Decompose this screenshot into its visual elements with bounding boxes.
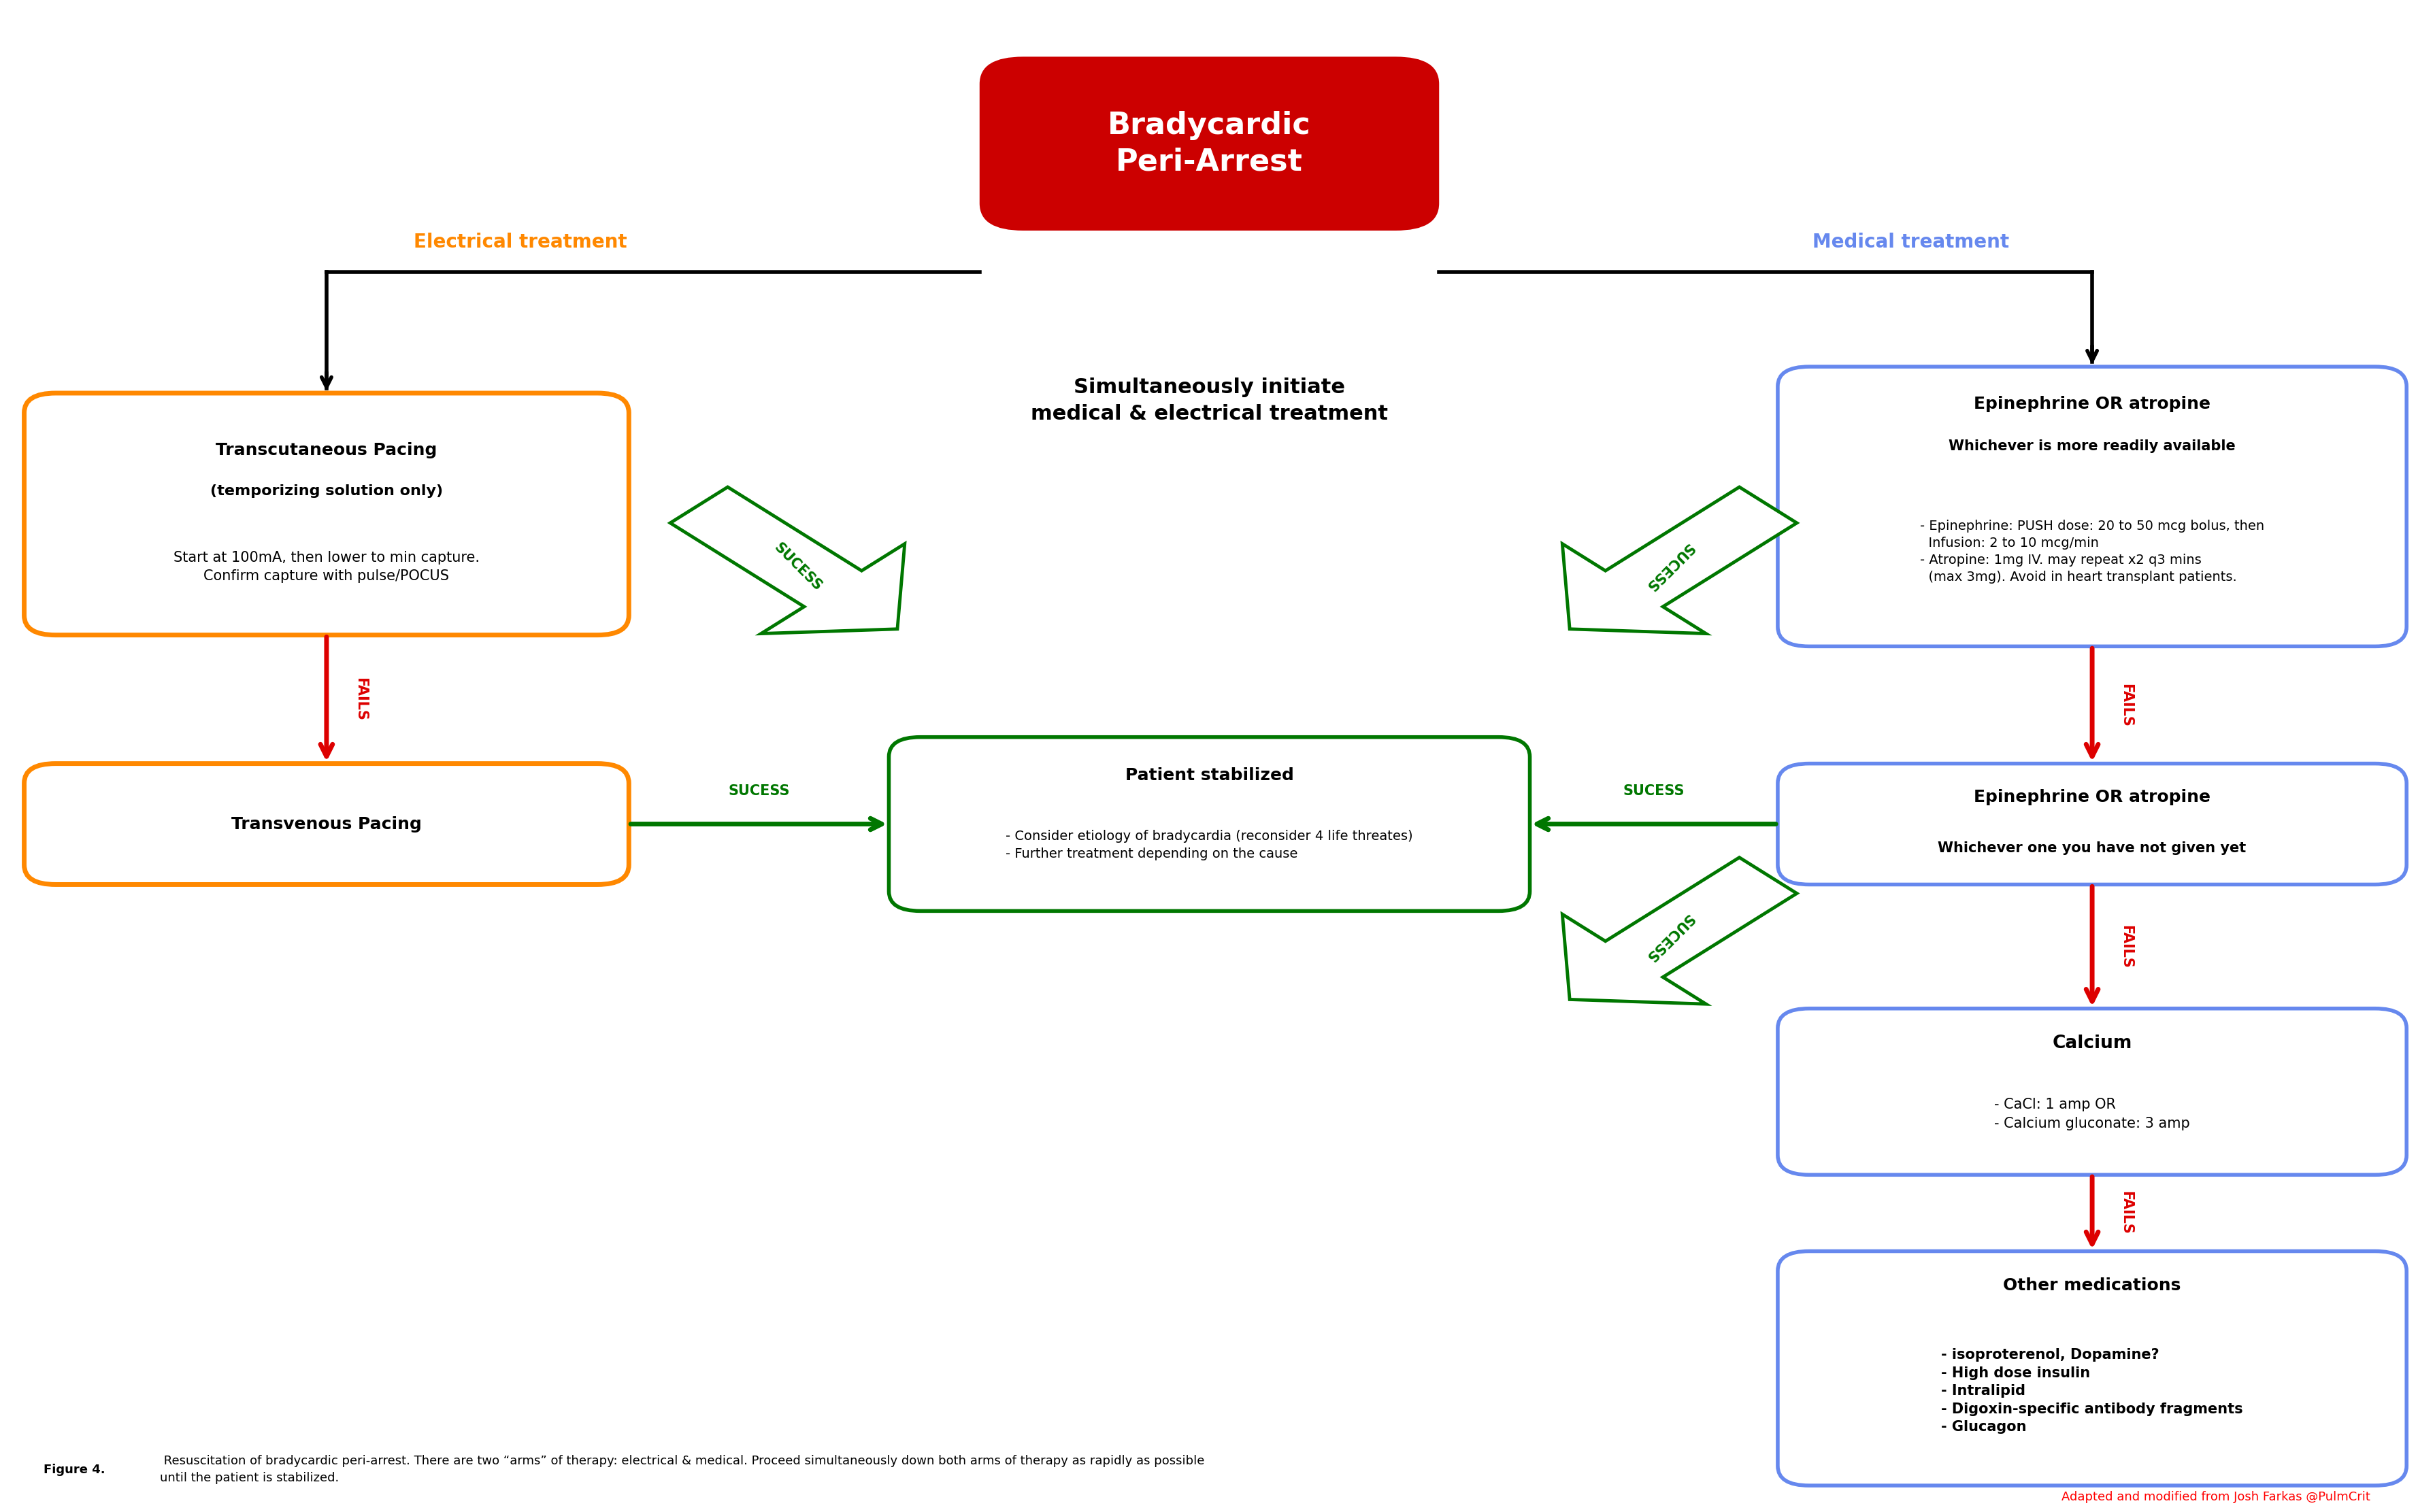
Text: Transvenous Pacing: Transvenous Pacing bbox=[232, 816, 421, 832]
Text: Other medications: Other medications bbox=[2002, 1278, 2181, 1293]
Text: SUCESS: SUCESS bbox=[1622, 785, 1683, 797]
FancyBboxPatch shape bbox=[24, 764, 629, 885]
Text: Electrical treatment: Electrical treatment bbox=[413, 233, 626, 251]
Text: - Consider etiology of bradycardia (reconsider 4 life threates)
- Further treatm: - Consider etiology of bradycardia (reco… bbox=[1006, 830, 1412, 860]
Polygon shape bbox=[1562, 487, 1797, 634]
Text: SUCESS: SUCESS bbox=[728, 785, 788, 797]
Text: Adapted and modified from Josh Farkas @PulmCrit: Adapted and modified from Josh Farkas @P… bbox=[2060, 1491, 2370, 1503]
Text: SUCESS: SUCESS bbox=[1642, 910, 1695, 965]
Text: FAILS: FAILS bbox=[2118, 683, 2133, 727]
Text: Whichever is more readily available: Whichever is more readily available bbox=[1949, 440, 2234, 452]
Text: Whichever one you have not given yet: Whichever one you have not given yet bbox=[1937, 842, 2246, 854]
Text: (temporizing solution only): (temporizing solution only) bbox=[210, 485, 442, 497]
Text: Patient stabilized: Patient stabilized bbox=[1124, 768, 1294, 783]
Polygon shape bbox=[670, 487, 904, 634]
Text: Start at 100mA, then lower to min capture.
Confirm capture with pulse/POCUS: Start at 100mA, then lower to min captur… bbox=[174, 552, 479, 582]
Text: SUCESS: SUCESS bbox=[771, 540, 825, 594]
FancyBboxPatch shape bbox=[979, 56, 1439, 230]
FancyBboxPatch shape bbox=[1777, 366, 2406, 647]
FancyBboxPatch shape bbox=[890, 736, 1531, 910]
Text: FAILS: FAILS bbox=[2118, 925, 2133, 968]
Text: FAILS: FAILS bbox=[2118, 1191, 2133, 1235]
Text: Calcium: Calcium bbox=[2050, 1034, 2133, 1052]
Text: Figure 4.: Figure 4. bbox=[44, 1464, 104, 1476]
Text: Epinephrine OR atropine: Epinephrine OR atropine bbox=[1973, 396, 2210, 411]
Text: Transcutaneous Pacing: Transcutaneous Pacing bbox=[215, 443, 438, 458]
Text: Medical treatment: Medical treatment bbox=[1811, 233, 2009, 251]
Text: Bradycardic
Peri-Arrest: Bradycardic Peri-Arrest bbox=[1107, 110, 1311, 177]
Text: - CaCl: 1 amp OR
- Calcium gluconate: 3 amp: - CaCl: 1 amp OR - Calcium gluconate: 3 … bbox=[1995, 1098, 2188, 1131]
FancyBboxPatch shape bbox=[1777, 1009, 2406, 1175]
Text: SUCESS: SUCESS bbox=[1642, 540, 1695, 594]
FancyBboxPatch shape bbox=[1777, 764, 2406, 885]
Text: Resuscitation of bradycardic peri-arrest. There are two “arms” of therapy: elect: Resuscitation of bradycardic peri-arrest… bbox=[160, 1455, 1204, 1485]
Polygon shape bbox=[1562, 857, 1797, 1004]
Text: Simultaneously initiate
medical & electrical treatment: Simultaneously initiate medical & electr… bbox=[1030, 378, 1388, 423]
FancyBboxPatch shape bbox=[24, 393, 629, 635]
FancyBboxPatch shape bbox=[1777, 1252, 2406, 1485]
Text: FAILS: FAILS bbox=[353, 677, 368, 721]
Text: - isoproterenol, Dopamine?
- High dose insulin
- Intralipid
- Digoxin-specific a: - isoproterenol, Dopamine? - High dose i… bbox=[1942, 1349, 2241, 1433]
Text: - Epinephrine: PUSH dose: 20 to 50 mcg bolus, then
  Infusion: 2 to 10 mcg/min
-: - Epinephrine: PUSH dose: 20 to 50 mcg b… bbox=[1920, 520, 2263, 584]
Text: Epinephrine OR atropine: Epinephrine OR atropine bbox=[1973, 789, 2210, 804]
